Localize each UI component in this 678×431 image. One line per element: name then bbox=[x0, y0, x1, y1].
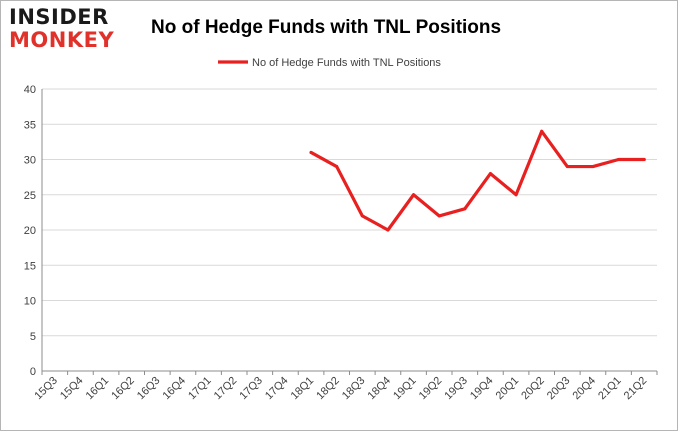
x-tick-label: 16Q4 bbox=[161, 375, 189, 403]
legend-label: No of Hedge Funds with TNL Positions bbox=[252, 57, 441, 69]
x-tick-label: 17Q1 bbox=[186, 375, 214, 403]
data-point bbox=[642, 158, 646, 161]
x-tick-label: 17Q2 bbox=[212, 375, 240, 403]
series-line bbox=[309, 129, 646, 232]
x-tick-label: 19Q3 bbox=[442, 375, 470, 403]
x-tick-label: 21Q1 bbox=[596, 375, 624, 403]
x-tick-label: 16Q1 bbox=[84, 375, 112, 403]
x-tick-label: 17Q4 bbox=[263, 375, 291, 403]
x-tick-label: 17Q3 bbox=[237, 375, 265, 403]
data-point bbox=[488, 172, 492, 176]
y-tick-label: 20 bbox=[24, 225, 36, 237]
x-tick-label: 20Q3 bbox=[545, 375, 573, 403]
x-tick-label: 19Q1 bbox=[391, 375, 419, 403]
data-point bbox=[386, 228, 390, 232]
data-point bbox=[437, 214, 441, 218]
x-tick-label: 18Q3 bbox=[340, 375, 368, 403]
data-point bbox=[565, 165, 569, 169]
x-tick-label: 19Q4 bbox=[468, 375, 496, 403]
logo-text-bottom: MONKEY bbox=[9, 28, 115, 52]
insider-monkey-logo: INSIDER MONKEY bbox=[9, 7, 129, 51]
data-point bbox=[309, 150, 313, 154]
data-point bbox=[412, 193, 416, 197]
x-tick-label: 18Q4 bbox=[366, 375, 394, 403]
data-point bbox=[360, 214, 364, 218]
y-tick-label: 30 bbox=[24, 155, 36, 167]
data-point bbox=[591, 165, 595, 169]
chart-title: No of Hedge Funds with TNL Positions bbox=[151, 17, 502, 38]
data-point bbox=[463, 207, 467, 211]
logo-text-top: INSIDER bbox=[9, 5, 109, 29]
x-tick-label: 18Q2 bbox=[314, 375, 342, 403]
x-tick-label: 16Q2 bbox=[109, 375, 137, 403]
data-point bbox=[540, 129, 544, 133]
y-tick-label: 15 bbox=[24, 260, 36, 272]
y-tick-label: 10 bbox=[24, 296, 36, 308]
y-tick-label: 40 bbox=[24, 84, 36, 96]
y-tick-label: 5 bbox=[30, 331, 36, 343]
x-tick-label: 16Q3 bbox=[135, 375, 163, 403]
data-point bbox=[335, 165, 339, 169]
x-tick-label: 20Q2 bbox=[519, 375, 547, 403]
x-tick-label: 18Q1 bbox=[289, 375, 317, 403]
x-tick-label: 15Q3 bbox=[32, 375, 60, 403]
x-tick-label: 20Q4 bbox=[571, 375, 599, 403]
x-tick-label: 20Q1 bbox=[494, 375, 522, 403]
data-point bbox=[514, 193, 518, 197]
x-tick-label: 21Q2 bbox=[622, 375, 650, 403]
x-tick-label: 15Q4 bbox=[58, 375, 86, 403]
data-point bbox=[617, 158, 621, 161]
y-tick-label: 0 bbox=[30, 366, 36, 378]
x-tick-label: 19Q2 bbox=[417, 375, 445, 403]
y-tick-label: 35 bbox=[24, 119, 36, 131]
y-tick-label: 25 bbox=[24, 190, 36, 202]
